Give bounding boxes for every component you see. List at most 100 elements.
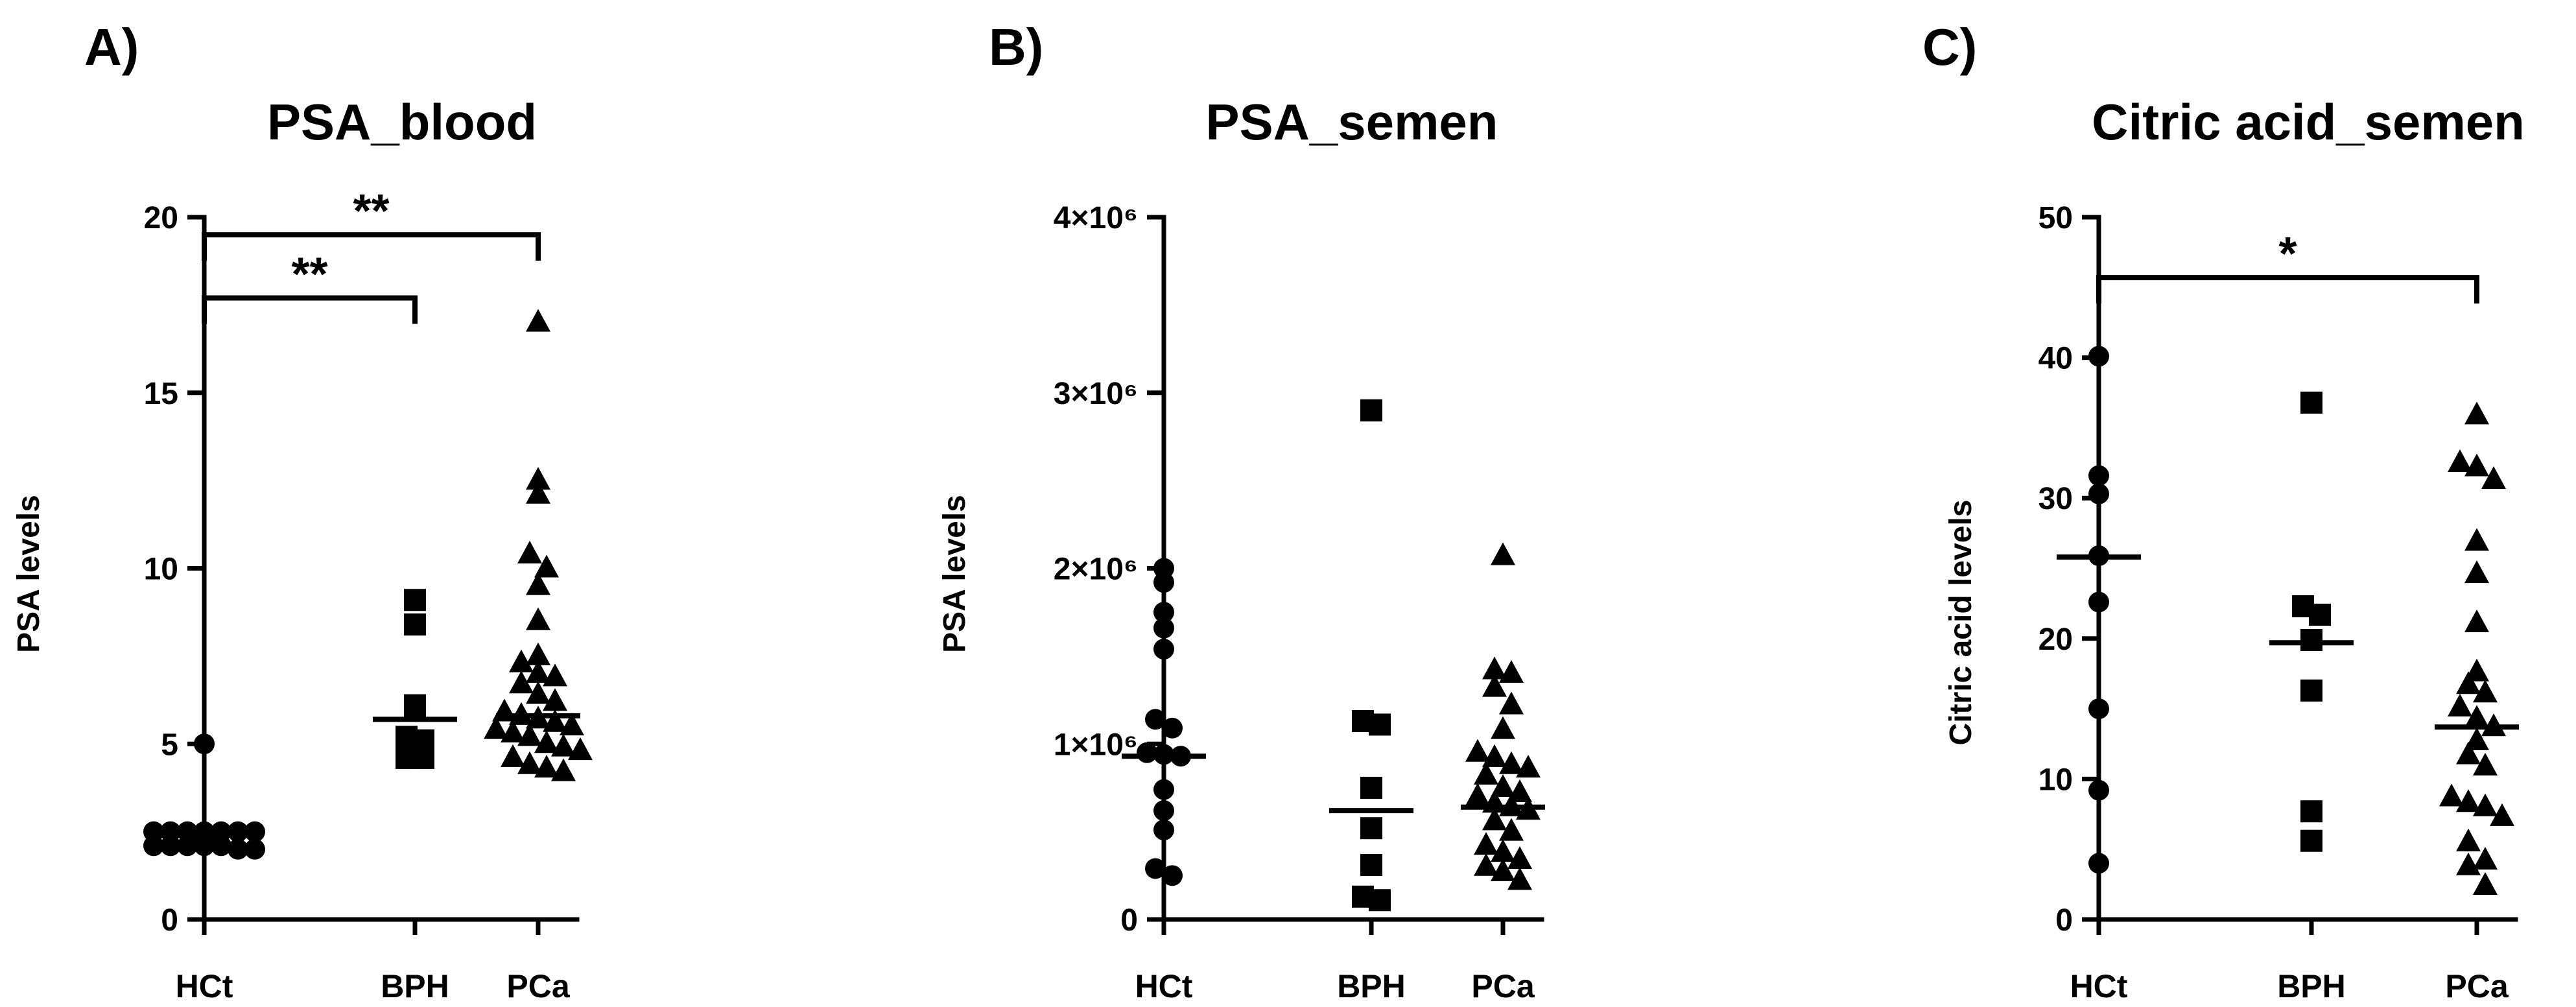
- panel-c-point-bph: [2309, 603, 2331, 626]
- panel-c-point-pca: [2473, 680, 2498, 703]
- panel-b-point-bph: [1369, 713, 1391, 736]
- panel-b-point-pca: [1499, 751, 1524, 774]
- panel-a-point-bph: [404, 613, 426, 636]
- panel-c-point-pca: [2464, 401, 2489, 425]
- panel-b-point-pca: [1491, 774, 1515, 797]
- panel-c-point-bph: [2300, 800, 2322, 823]
- panel-b-point-pca: [1491, 542, 1515, 565]
- panel-c-title: Citric acid_semen: [2092, 93, 2525, 150]
- panel-c-point-bph: [2300, 391, 2322, 414]
- panel-b-point-hct: [1153, 617, 1174, 639]
- panel-a-point-hct: [160, 835, 181, 857]
- panel-c-point-hct: [2088, 853, 2109, 874]
- panel-a-point-pca: [501, 744, 525, 767]
- panel-c-point-pca: [2473, 793, 2498, 816]
- panel-c-point-pca: [2464, 560, 2489, 584]
- panel-b-point-pca: [1482, 656, 1507, 680]
- panel-a: A) PSA_blood PSA levels 0 5 10 15 20 HCt BPH PC…: [12, 18, 593, 1004]
- panel-a-point-bph: [412, 746, 434, 769]
- panel-a-y-axis-label: PSA levels: [12, 495, 46, 653]
- panel-a-x-tick-label: HCt: [176, 968, 233, 1004]
- panel-b-point-bph: [1369, 889, 1391, 912]
- panel-b-y-axis-label: PSA levels: [938, 495, 972, 653]
- panel-a-point-pca: [517, 723, 542, 746]
- panel-a-point-hct: [244, 821, 265, 842]
- panel-a-point-pca: [484, 716, 508, 739]
- panel-c-point-hct: [2088, 591, 2109, 613]
- panel-a-point-hct: [143, 835, 164, 857]
- panel-c-point-pca: [2473, 752, 2498, 776]
- panel-b-point-hct: [1153, 819, 1174, 840]
- panel-b-point-pca: [1474, 832, 1498, 855]
- panel-c-point-pca: [2456, 852, 2481, 875]
- panel-a-point-hct: [194, 835, 215, 857]
- panel-b-point-pca: [1491, 839, 1515, 862]
- panel-c-point-pca: [2448, 693, 2472, 717]
- panel-a-point-pca: [534, 730, 559, 753]
- panel-c-point-pca: [2439, 783, 2464, 807]
- panel-a-point-pca: [543, 688, 567, 711]
- panel-c-point-pca: [2464, 727, 2489, 750]
- panel-a-y-tick-label: 20: [144, 201, 178, 235]
- panel-a-y-tick-label: 5: [161, 728, 178, 762]
- panel-c-point-pca: [2456, 828, 2481, 851]
- panel-b-point-pca: [1465, 739, 1490, 762]
- panel-b-point-bph: [1360, 854, 1382, 877]
- panel-b-point-pca: [1474, 761, 1498, 785]
- panel-a-point-pca: [509, 670, 534, 694]
- panel-a-point-pca: [526, 572, 550, 595]
- panel-b-y-tick-label: 0: [1120, 903, 1138, 938]
- panel-a-point-pca: [526, 467, 550, 490]
- panel-a-point-pca: [568, 737, 593, 761]
- panel-b-point-hct: [1153, 572, 1174, 593]
- panel-c-point-pca: [2473, 847, 2498, 870]
- panel-c-y-tick-label: 20: [2038, 622, 2073, 657]
- panel-a-significance-bracket: [202, 232, 541, 261]
- panel-b-point-hct: [1153, 639, 1174, 660]
- panel-b-point-pca: [1482, 674, 1507, 697]
- panel-a-point-pca: [517, 751, 542, 774]
- panel-b-x-tick-label: BPH: [1337, 968, 1406, 1004]
- panel-b-point-pca: [1499, 659, 1524, 683]
- panel-c-letter: C): [1922, 18, 1977, 76]
- panel-a-x-tick-label: BPH: [381, 968, 449, 1004]
- panel-b-y-tick-label: 3×10⁶: [1054, 377, 1138, 411]
- panel-a-point-pca: [534, 755, 559, 778]
- panel-a-point-hct: [211, 835, 231, 857]
- panel-b-point-pca: [1482, 807, 1507, 831]
- panel-c-point-bph: [2300, 829, 2322, 852]
- panel-b: B) PSA_semen PSA levels 01×10⁶2×10⁶3×10⁶…: [938, 18, 1545, 1004]
- panel-c-point-hct: [2088, 346, 2109, 367]
- panel-b-point-pca: [1491, 858, 1515, 881]
- panel-a-point-pca: [526, 480, 550, 504]
- panel-c-significance-bracket: [2096, 275, 2479, 304]
- panel-a-point-pca: [551, 733, 576, 757]
- panel-b-point-pca: [1482, 744, 1507, 767]
- panel-c-x-tick-label: BPH: [2277, 968, 2346, 1004]
- panel-b-y-tick-label: 2×10⁶: [1054, 552, 1138, 587]
- panel-b-x-tick-label: PCa: [1471, 968, 1535, 1004]
- panel-c-point-pca: [2464, 705, 2489, 728]
- panel-b-point-hct: [1153, 602, 1174, 623]
- panel-a-y-tick-label: 15: [144, 377, 178, 411]
- panel-a-point-hct: [177, 835, 198, 857]
- panel-b-point-pca: [1499, 691, 1524, 715]
- panel-c-x-tick-label: HCt: [2070, 968, 2128, 1004]
- panel-b-point-hct: [1145, 858, 1166, 879]
- panel-c-point-pca: [2464, 609, 2489, 632]
- panel-c-point-pca: [2464, 528, 2489, 551]
- panel-c-point-pca: [2456, 671, 2481, 694]
- panel-a-point-pca: [551, 758, 576, 781]
- panel-c-point-hct: [2088, 779, 2109, 801]
- panel-a-title: PSA_blood: [267, 93, 537, 150]
- panel-a-point-pca: [526, 309, 550, 332]
- panel-b-point-bph: [1360, 399, 1382, 421]
- panel-b-point-bph: [1360, 817, 1382, 840]
- panel-b-point-pca: [1507, 867, 1532, 890]
- panel-c-y-tick-label: 50: [2038, 201, 2073, 235]
- panel-b-point-pca: [1491, 716, 1515, 739]
- panel-c-point-bph: [2300, 679, 2322, 702]
- panel-c-y-tick-label: 10: [2038, 763, 2073, 797]
- panel-c: C) Citric acid_semen Citric acid levels …: [1922, 18, 2525, 1004]
